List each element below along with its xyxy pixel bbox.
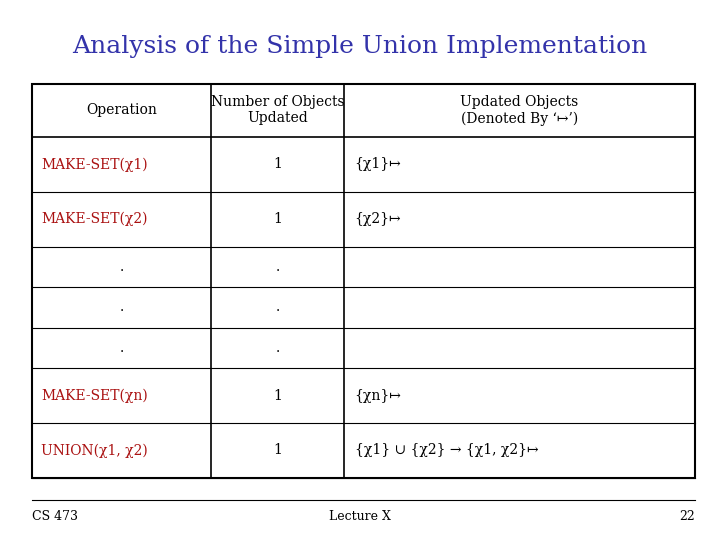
Text: {χ2}↦: {χ2}↦ [354,212,401,226]
Text: Analysis of the Simple Union Implementation: Analysis of the Simple Union Implementat… [73,35,647,58]
Text: .: . [120,300,124,314]
Text: .: . [120,260,124,274]
Text: 1: 1 [273,157,282,171]
Text: .: . [275,260,279,274]
Text: Operation: Operation [86,103,157,117]
Text: Number of Objects
Updated: Number of Objects Updated [211,95,344,125]
Text: 1: 1 [273,212,282,226]
Text: Lecture X: Lecture X [329,510,391,523]
Text: .: . [275,341,279,355]
Text: {χ1} ∪ {χ2} → {χ1, χ2}↦: {χ1} ∪ {χ2} → {χ1, χ2}↦ [354,443,538,457]
Bar [32,84,695,478]
Text: 22: 22 [679,510,695,523]
Text: 1: 1 [273,389,282,403]
Text: Updated Objects
(Denoted By ‘↦’): Updated Objects (Denoted By ‘↦’) [460,95,578,126]
Text: CS 473: CS 473 [32,510,78,523]
Text: 1: 1 [273,443,282,457]
Text: .: . [275,300,279,314]
Text: MAKE-SET(χn): MAKE-SET(χn) [41,388,148,403]
Text: {χ1}↦: {χ1}↦ [354,157,401,171]
Text: {χn}↦: {χn}↦ [354,389,402,403]
Text: MAKE-SET(χ1): MAKE-SET(χ1) [41,157,148,172]
Text: .: . [120,341,124,355]
Text: MAKE-SET(χ2): MAKE-SET(χ2) [41,212,148,226]
Text: UNION(χ1, χ2): UNION(χ1, χ2) [41,443,148,458]
